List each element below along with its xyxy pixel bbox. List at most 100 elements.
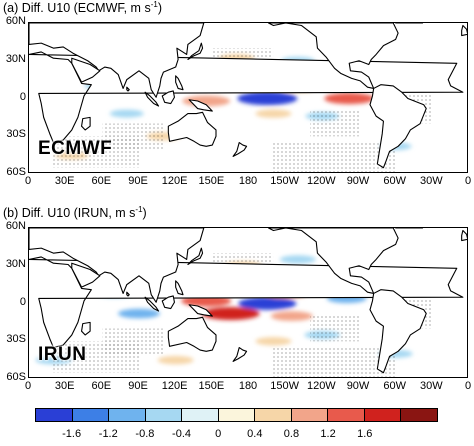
colorbar <box>35 408 438 422</box>
new-guinea-outline <box>188 304 213 317</box>
anomaly-blob <box>255 337 292 346</box>
japan-outline <box>187 247 204 266</box>
colorbar-tick-label: -0.4 <box>172 428 192 440</box>
lon-tick-label: 150E <box>198 175 225 187</box>
japan-outline <box>187 42 204 61</box>
uk-outline <box>461 24 467 37</box>
anomaly-blob <box>255 109 292 118</box>
anomaly-blob <box>109 109 144 118</box>
significance-stipple <box>273 142 396 172</box>
philippines-outline <box>175 75 184 91</box>
colorbar-swatch <box>218 409 256 421</box>
lon-tick-label: 180 <box>238 175 258 187</box>
colorbar-swatch <box>364 409 402 421</box>
sumatra-outline <box>144 91 160 107</box>
borneo-outline <box>161 295 175 310</box>
lat-tick-label: 30S <box>6 333 26 346</box>
colorbar-tick-label: 1.2 <box>320 428 336 440</box>
map-panel-a <box>28 22 468 173</box>
arabia-outline <box>71 57 101 83</box>
significance-stipple <box>310 316 359 342</box>
uk-outline <box>461 229 467 242</box>
lat-tick-label: 30N <box>5 257 26 270</box>
colorbar-swatch <box>182 409 219 421</box>
new-zealand-outline <box>232 141 248 157</box>
lon-tick-label: 90E <box>128 175 148 187</box>
arabia-outline <box>71 262 101 288</box>
lon-tick-label: 180 <box>238 380 258 392</box>
anomaly-blob <box>118 308 160 319</box>
anomaly-blob <box>237 91 298 106</box>
sri-lanka-outline <box>126 291 130 297</box>
madagascar-outline <box>81 321 91 336</box>
map-panel-b <box>28 227 468 378</box>
lat-tick-label: 60S <box>6 371 26 383</box>
lon-tick-label: 90W <box>346 175 370 187</box>
colorbar-swatch <box>255 409 292 421</box>
colorbar-swatch <box>328 409 365 421</box>
new-guinea-outline <box>188 99 213 112</box>
colorbar-swatch <box>145 409 183 421</box>
new-zealand-outline <box>232 346 248 362</box>
colorbar-tick-label: 1.6 <box>357 428 373 440</box>
model-label-irun: IRUN <box>38 344 87 365</box>
lon-tick-label: 90W <box>346 380 370 392</box>
lon-tick-label: 60W <box>383 380 406 392</box>
anomaly-blob <box>279 255 316 264</box>
lat-tick-label: 30N <box>5 52 26 65</box>
colorbar-swatch <box>291 409 329 421</box>
lon-tick-label: 150E <box>198 380 225 392</box>
south-america-outline <box>369 289 427 374</box>
lon-tick-label: 0 <box>24 380 32 392</box>
lon-tick-label: 30W <box>420 175 443 187</box>
australia-outline <box>167 111 217 147</box>
sri-lanka-outline <box>126 86 130 92</box>
lon-tick-label: 60E <box>91 380 112 392</box>
colorbar-swatch <box>36 409 73 421</box>
panel-b-title: (b) Diff. U10 (IRUN, m s-1) <box>3 205 147 221</box>
lat-tick-label: 0 <box>19 90 26 103</box>
model-label-ecmwf: ECMWF <box>38 138 113 159</box>
lon-tick-label: 150W <box>270 175 300 187</box>
anomaly-blob <box>270 311 313 321</box>
significance-stipple <box>102 328 164 354</box>
sumatra-outline <box>144 296 160 312</box>
lon-tick-label: 120E <box>161 175 188 187</box>
lat-tick-label: 60N <box>5 220 26 232</box>
colorbar-tick-label: -1.6 <box>62 428 82 440</box>
anomaly-blob <box>324 92 375 105</box>
eurasia-outline <box>29 23 205 98</box>
colorbar-swatch <box>72 409 110 421</box>
eurasia-outline <box>29 228 205 303</box>
lon-tick-label: 60E <box>91 175 112 187</box>
map-svg <box>29 23 467 172</box>
colorbar-tick-label: 0.8 <box>283 428 300 440</box>
panel-a-title: (a) Diff. U10 (ECMWF, m s-1) <box>3 0 162 16</box>
anomaly-blob <box>238 297 297 310</box>
north-america-outline <box>268 23 399 89</box>
lon-tick-label: 0 <box>464 175 472 187</box>
significance-stipple <box>102 123 164 149</box>
anomaly-blob <box>201 307 260 320</box>
madagascar-outline <box>81 116 91 131</box>
lon-tick-label: 30E <box>54 175 75 187</box>
lat-tick-label: 0 <box>19 295 26 308</box>
colorbar-swatch <box>401 409 438 421</box>
colorbar-tick-label: 0.4 <box>247 428 263 440</box>
lon-tick-label: 90E <box>128 380 148 392</box>
australia-outline <box>167 316 217 352</box>
colorbar-tick-label: 0 <box>215 428 222 440</box>
lat-tick-label: 60S <box>6 166 26 178</box>
lon-tick-label: 30W <box>420 380 443 392</box>
map-svg <box>29 228 467 377</box>
colorbar-tick-label: -1.2 <box>98 428 118 440</box>
colorbar-swatch <box>109 409 146 421</box>
north-america-outline <box>268 228 399 294</box>
lon-tick-label: 0 <box>24 175 32 187</box>
lon-tick-label: 60W <box>383 175 406 187</box>
anomaly-blob <box>157 355 194 365</box>
lat-tick-label: 60N <box>5 15 26 27</box>
colorbar-tick-label: -0.8 <box>135 428 155 440</box>
lon-tick-label: 120W <box>306 175 336 187</box>
lon-tick-label: 150W <box>270 380 300 392</box>
